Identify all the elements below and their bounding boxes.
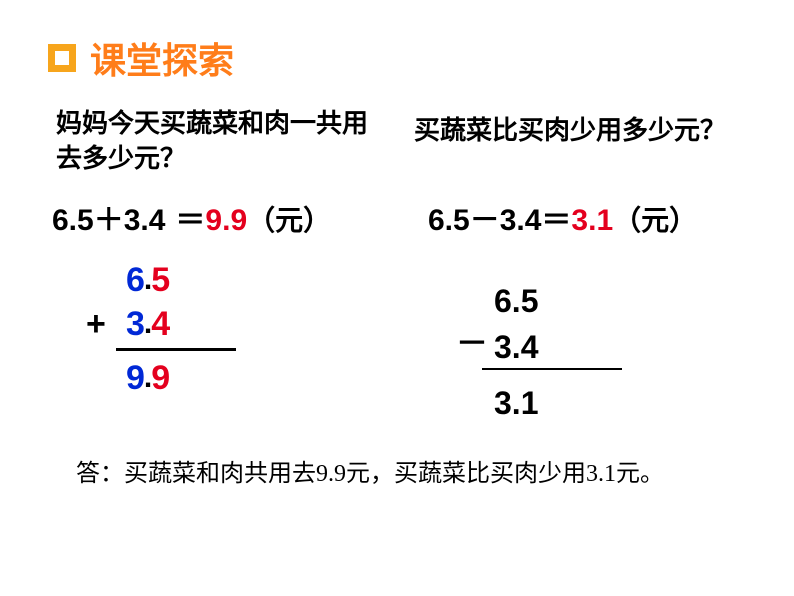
eq2-lhs: 6.5－3.4 xyxy=(428,195,541,239)
calc1-row3: 9 . 9 xyxy=(86,356,170,400)
calc1-r1-d2: 5 xyxy=(151,261,170,300)
eq2-unit: （元） xyxy=(613,199,697,239)
equation-1: 6.5＋3.4 ＝ 9.9 （元） xyxy=(52,195,331,239)
calc2-underline xyxy=(482,368,622,370)
calc1-r3-d2: 9 xyxy=(151,359,170,398)
eq2-result: 3.1 xyxy=(571,204,613,238)
eq1-unit: （元） xyxy=(247,199,331,239)
calc1-r1-d1: 6 xyxy=(126,261,145,300)
calc1-underline xyxy=(116,348,236,351)
calc1-r3-d1: 9 xyxy=(126,359,145,398)
question-2: 买蔬菜比买肉少用多少元？ xyxy=(414,110,726,147)
question-1: 妈妈今天买蔬菜和肉一共用去多少元？ xyxy=(56,106,376,176)
calc1-row2: + 3 . 4 xyxy=(86,302,170,346)
calc2-r2: 3.4 xyxy=(494,329,538,366)
slide-header: 课堂探索 xyxy=(48,32,234,84)
calc1-op: + xyxy=(86,305,126,344)
vertical-calc-subtraction: 6.5 － 3.4 3.1 xyxy=(456,278,538,426)
eq2-equals: ＝ xyxy=(541,195,571,239)
eq1-equals: ＝ xyxy=(175,195,205,239)
calc1-r2-d1: 3 xyxy=(126,305,145,344)
eq1-result: 9.9 xyxy=(205,204,247,238)
equation-2: 6.5－3.4 ＝ 3.1 （元） xyxy=(428,195,697,239)
calc1-r2-d2: 4 xyxy=(151,305,170,344)
square-bullet-icon xyxy=(48,44,76,72)
calc2-row2: － 3.4 xyxy=(456,324,538,370)
eq1-lhs: 6.5＋3.4 xyxy=(52,195,165,239)
slide-title: 课堂探索 xyxy=(90,32,234,84)
vertical-calc-addition: 6 . 5 + 3 . 4 9 . 9 xyxy=(86,258,170,400)
calc2-row3: 3.1 xyxy=(456,380,538,426)
answer-text: 答：买蔬菜和肉共用去9.9元，买蔬菜比买肉少用3.1元。 xyxy=(76,453,664,488)
calc2-r1: 6.5 xyxy=(494,283,538,320)
calc2-r3: 3.1 xyxy=(494,385,538,422)
calc2-op: － xyxy=(456,318,494,364)
calc1-row1: 6 . 5 xyxy=(86,258,170,302)
